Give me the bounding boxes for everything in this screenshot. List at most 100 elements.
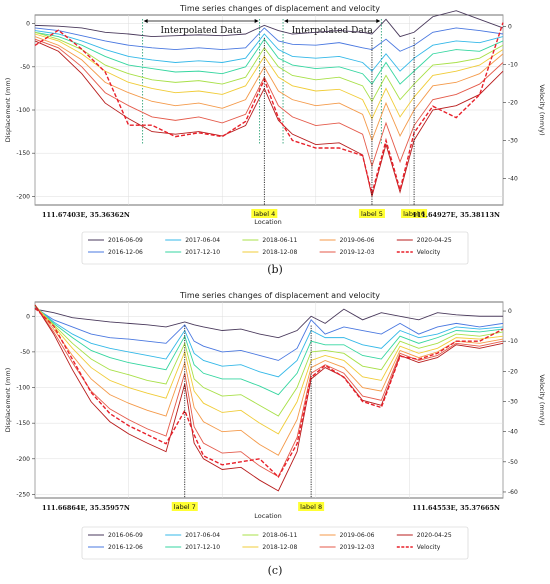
chart-title-c: Time series changes of displacement and …: [179, 291, 380, 300]
series-line-2018-12-08: [34, 33, 504, 120]
label-highlight: [251, 209, 278, 218]
series-line-2016-06-09: [34, 308, 503, 339]
y-tick-label: -150: [16, 150, 30, 157]
caption-c: (c): [268, 564, 283, 577]
legend-item: 2016-12-06: [88, 249, 143, 256]
legend-label: 2020-04-25: [417, 532, 452, 539]
series-line-2019-12-03: [34, 38, 504, 168]
y-axis-ticks-c: 0 -50 -100 -150 -200 -250: [16, 313, 35, 498]
legend-item: 2017-06-04: [165, 532, 220, 539]
y-tick-label: -50: [20, 64, 30, 71]
y-tick-label: -250: [16, 491, 30, 498]
legend-label: 2019-06-06: [340, 237, 375, 244]
label-highlight: [171, 502, 198, 511]
chart-title-b: Time series changes of displacement and …: [179, 4, 380, 13]
legend-item: 2018-06-11: [242, 237, 297, 244]
legend-label: 2016-06-09: [108, 237, 143, 244]
series-line-2020-04-25: [34, 304, 504, 492]
y-tick-label: -50: [20, 349, 30, 356]
series-lines-b: [34, 10, 504, 197]
start-coordinate-c: 111.66864E, 35.35957N: [42, 504, 130, 512]
legend-label: 2019-06-06: [340, 532, 375, 539]
chart-panel-b: Time series changes of displacement and …: [4, 4, 546, 276]
end-coordinate-c: 111.64553E, 35.37665N: [412, 504, 500, 512]
legend-item: 2017-12-10: [165, 544, 220, 551]
legend-b: 2016-06-09 2016-12-06 2017-06-04 2017-12-10…: [81, 231, 469, 265]
series-line-2018-12-08: [34, 305, 504, 435]
y-right-tick-label: -10: [508, 61, 518, 68]
label-text: label 6: [403, 210, 425, 218]
grid-c: [34, 302, 504, 498]
y-right-tick-label: -30: [508, 137, 518, 144]
label-text: label 5: [361, 210, 383, 218]
series-line-2017-06-04: [34, 305, 504, 378]
series-line-2018-06-11: [34, 31, 504, 103]
legend-item: Velocity: [396, 249, 441, 256]
legend-item: 2018-06-11: [242, 532, 297, 539]
series-line-2017-12-10: [34, 305, 504, 396]
caption-b: (b): [267, 263, 283, 276]
series-lines-c: [34, 304, 504, 492]
series-line-2018-06-11: [34, 305, 504, 417]
y-axis-label-c: Displacement (mm): [4, 368, 12, 433]
legend-label: 2018-06-11: [262, 237, 297, 244]
legend-label: 2016-06-09: [108, 532, 143, 539]
legend-label: 2018-06-11: [262, 532, 297, 539]
y-right-tick-label: 0: [508, 308, 512, 315]
legend-label: 2017-12-10: [185, 544, 220, 551]
y-axis-right-ticks-b: 0 -10 -20 -30 -40: [503, 23, 518, 182]
y-right-tick-label: -60: [508, 489, 518, 496]
legend-item: 2016-06-09: [88, 532, 143, 539]
y-right-tick-label: -20: [508, 368, 518, 375]
y-tick-label: -150: [16, 420, 30, 427]
chart-panel-c: Time series changes of displacement and …: [4, 291, 546, 577]
series-line-2017-06-04: [34, 30, 504, 72]
legend-c: 2016-06-09 2016-12-06 2017-06-04 2017-12-10…: [81, 526, 469, 560]
velocity-line: [34, 307, 504, 479]
series-line-2016-12-06: [34, 307, 504, 361]
label-highlight: [401, 209, 428, 218]
end-coordinate-b: 111.64927E, 35.38113N: [412, 211, 500, 219]
y-axis-right-ticks-c: 0 -10 -20 -30 -40 -50 -60: [503, 308, 518, 496]
velocity-line: [34, 22, 504, 194]
legend-label: 2016-12-06: [108, 544, 143, 551]
start-coordinate-b: 111.67403E, 35.36362N: [42, 211, 130, 219]
plot-area-c: [34, 301, 504, 499]
label-lines-b: label 4 label 5 label 6: [251, 37, 428, 218]
y-right-tick-label: -10: [508, 338, 518, 345]
legend-item: 2016-12-06: [88, 544, 143, 551]
y-tick-label: 0: [26, 313, 30, 320]
y-axis-right-label-b: Velocity (mm/y): [538, 84, 546, 135]
series-line-2019-06-06: [34, 304, 504, 456]
y-tick-label: -100: [16, 107, 30, 114]
y-right-tick-label: -30: [508, 399, 518, 406]
y-right-tick-label: 0: [508, 23, 512, 30]
legend-label: 2017-06-04: [185, 532, 220, 539]
legend-item: Velocity: [396, 544, 441, 551]
y-tick-label: -200: [16, 456, 30, 463]
legend-label: 2017-06-04: [185, 237, 220, 244]
legend-label: 2018-12-08: [262, 544, 297, 551]
label-highlight: [358, 209, 385, 218]
legend-label: 2020-04-25: [417, 237, 452, 244]
y-right-tick-label: -40: [508, 175, 518, 182]
y-right-tick-label: -40: [508, 429, 518, 436]
label-text: label 4: [253, 210, 275, 218]
series-line-2020-04-25: [34, 40, 504, 197]
label-text: label 8: [300, 503, 322, 511]
legend-item: 2018-12-08: [242, 249, 297, 256]
legend-item: 2019-12-03: [319, 544, 375, 551]
y-right-tick-label: -50: [508, 459, 518, 466]
label-highlight: [298, 502, 325, 511]
y-right-tick-label: -20: [508, 99, 518, 106]
x-axis-label-b: Location: [254, 218, 282, 226]
series-line-2016-06-09: [34, 10, 504, 38]
series-line-2016-12-06: [34, 27, 504, 52]
series-line-2019-06-06: [34, 36, 504, 142]
legend-item: 2017-06-04: [165, 237, 220, 244]
legend-label: 2017-12-10: [185, 249, 220, 256]
legend-label: 2016-12-06: [108, 249, 143, 256]
interpolated-label: Interpolated Data: [161, 26, 243, 36]
x-axis-label-c: Location: [254, 512, 282, 520]
